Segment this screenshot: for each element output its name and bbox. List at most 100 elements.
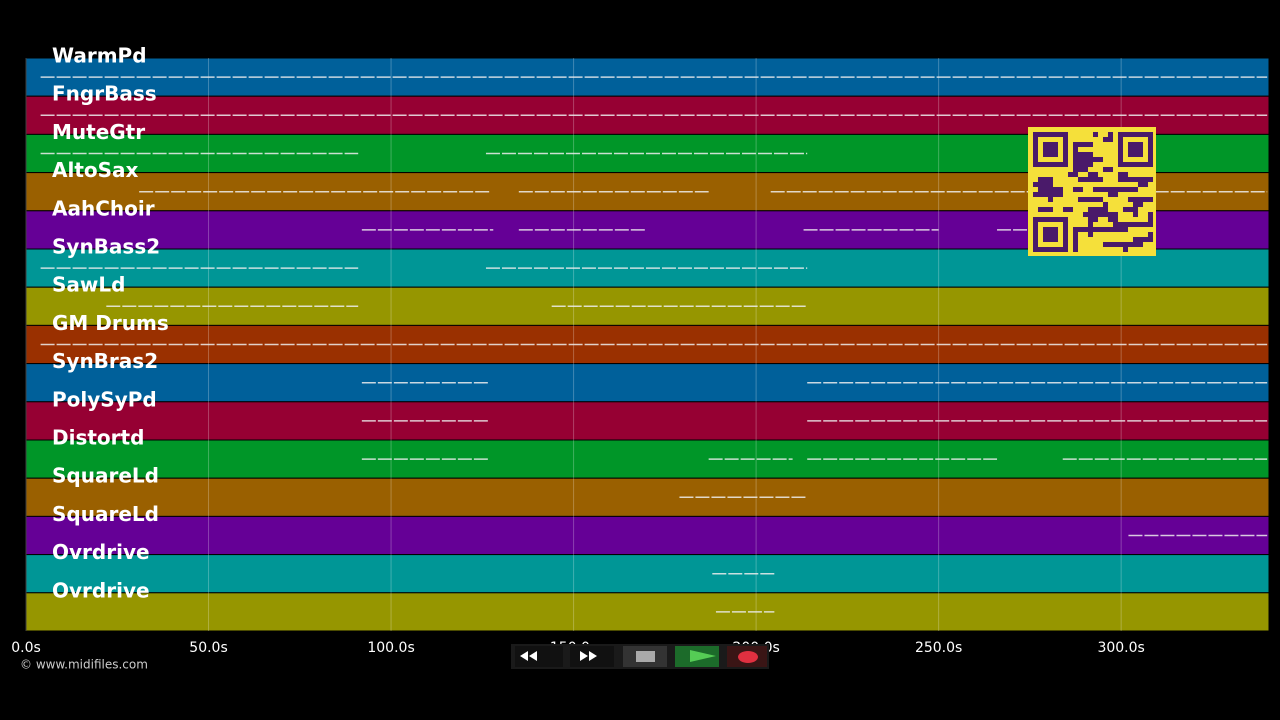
qr-cell [1108,192,1113,197]
qr-cell [1143,197,1148,202]
qr-cell [1083,142,1088,147]
qr-cell [1088,177,1093,182]
qr-cell [1078,167,1083,172]
qr-cell [1128,177,1133,182]
transport [511,644,769,669]
tick-label: 0.0s [11,640,41,656]
qr-cell [1078,142,1083,147]
track-label: GM Drums [52,311,169,335]
qr-cell [1098,157,1103,162]
qr-cell [1138,177,1143,182]
qr-cell [1128,197,1133,202]
qr-cell [1148,177,1153,182]
qr-cell [1128,222,1133,227]
qr-cell [1048,207,1053,212]
qr-cell [1073,227,1078,232]
qr-cell [1083,157,1088,162]
track-label: FngrBass [52,82,157,106]
qr-cell [1093,177,1098,182]
track-row [25,592,1270,632]
track-label: SawLd [52,273,125,297]
rewind-button[interactable] [515,646,563,667]
qr-cell [1043,192,1048,197]
qr-cell [1113,212,1118,217]
qr-cell [1148,197,1153,202]
qr-cell [1073,162,1078,167]
qr-cell [1078,157,1083,162]
qr-cell [1103,137,1108,142]
qr-cell [1108,227,1113,232]
qr-cell [1123,222,1128,227]
track-row [25,554,1270,594]
qr-pattern [1033,132,1153,252]
qr-cell [1088,207,1093,212]
qr-cell [1083,152,1088,157]
qr-cell [1033,192,1038,197]
track-labels: WarmPd FngrBass MuteGtr AltoSax AahChoir SynB… [52,44,169,603]
qr-cell [1038,187,1043,192]
qr-cell [1083,162,1088,167]
qr-cell [1113,222,1118,227]
qr-cell [1048,182,1053,187]
qr-cell [1093,207,1098,212]
qr-cell [1088,162,1093,167]
qr-cell [1083,167,1088,172]
qr-cell [1048,187,1053,192]
qr-cell [1108,212,1113,217]
qr-cell [1088,217,1093,222]
qr-cell [1108,167,1113,172]
qr-cell [1148,217,1153,222]
qr-cell [1138,222,1143,227]
qr-cell [1108,187,1113,192]
qr-cell [1103,167,1108,172]
qr-cell [1033,182,1038,187]
notes [40,76,1268,613]
qr-cell [1143,222,1148,227]
qr-cell [1078,177,1083,182]
qr-cell [1123,187,1128,192]
qr-cell [1073,157,1078,162]
qr-cell [1113,227,1118,232]
qr-cell [1113,242,1118,247]
qr-cell [1108,132,1113,137]
qr-cell [1093,217,1098,222]
track-label: SynBras2 [52,349,158,373]
track-row [25,401,1270,441]
qr-cell [1088,212,1093,217]
qr-cell [1148,232,1153,237]
qr-cell [1073,242,1078,247]
qr-cell [1088,222,1093,227]
qr-cell [1108,242,1113,247]
tick-label: 300.0s [1097,640,1144,656]
qr-cell [1123,207,1128,212]
qr-cell [1073,142,1078,147]
qr-cell [1088,157,1093,162]
qr-cell [1098,207,1103,212]
qr-cell [1083,197,1088,202]
qr-cell [1143,177,1148,182]
qr-cell [1103,207,1108,212]
qr-cell [1138,197,1143,202]
qr-cell [1138,237,1143,242]
qr-cell [1108,217,1113,222]
track-label: Ovrdrive [52,540,150,564]
track-label: SquareLd [52,464,159,488]
qr-cell [1073,167,1078,172]
track-row [25,286,1270,326]
qr-cell [1118,177,1123,182]
qr-cell [1098,227,1103,232]
qr-cell [1148,222,1153,227]
track-label: Distortd [52,426,144,450]
track-row [25,477,1270,517]
track-label: SquareLd [52,502,159,526]
forward-icon [580,651,597,661]
qr-cell [1148,212,1153,217]
track-row [25,515,1270,556]
track-label: AltoSax [52,158,139,182]
qr-cell [1148,237,1153,242]
qr-cell [1123,242,1128,247]
qr-cell [1053,192,1058,197]
copyright: © www.midifiles.com [20,658,148,672]
qr-cell [1128,207,1133,212]
qr-cell [1038,192,1043,197]
